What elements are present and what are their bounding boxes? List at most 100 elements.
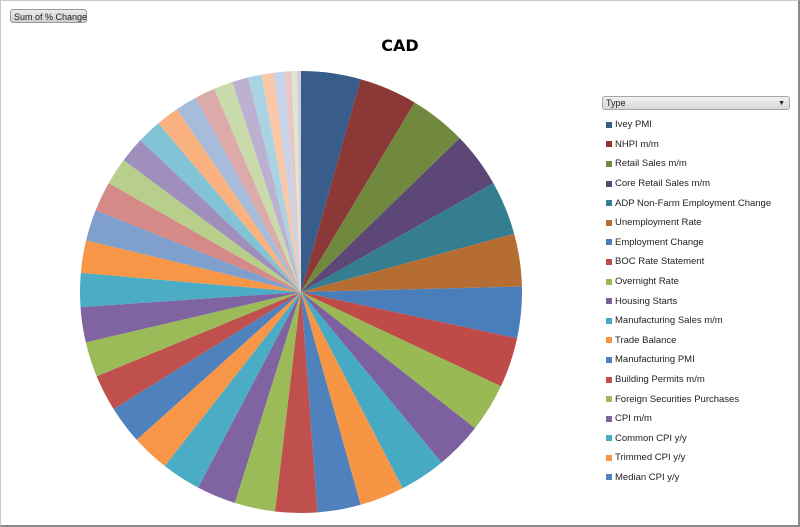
legend-item[interactable]: Unemployment Rate bbox=[606, 213, 771, 233]
legend-label: Overnight Rate bbox=[615, 276, 679, 288]
legend-swatch bbox=[606, 317, 612, 324]
pie-slice-boc-rate-statement[interactable] bbox=[301, 292, 518, 387]
pie-slice[interactable] bbox=[158, 109, 301, 292]
pie-slice[interactable] bbox=[232, 77, 301, 292]
pie-slice[interactable] bbox=[248, 74, 301, 292]
legend-item[interactable]: Manufacturing Sales m/m bbox=[606, 311, 771, 331]
pie-slice[interactable] bbox=[273, 71, 301, 292]
legend-swatch bbox=[606, 141, 612, 148]
legend-field-label: Type bbox=[606, 98, 626, 108]
legend-swatch bbox=[606, 298, 612, 305]
legend: Ivey PMI NHPI m/m Retail Sales m/m Core Ret… bbox=[606, 115, 771, 487]
legend-swatch bbox=[606, 356, 612, 363]
legend-label: Manufacturing PMI bbox=[615, 354, 695, 366]
value-field-button[interactable]: Sum of % Change bbox=[10, 9, 87, 23]
pie-slice-building-permits-m-m[interactable] bbox=[274, 292, 318, 513]
pie-slice[interactable] bbox=[85, 292, 301, 377]
pie-slice-ivey-pmi[interactable] bbox=[301, 71, 361, 292]
legend-swatch bbox=[606, 396, 612, 403]
pie-slice-foreign-securities-purchases[interactable] bbox=[234, 292, 301, 512]
legend-swatch bbox=[606, 219, 612, 226]
chart-title: CAD bbox=[381, 36, 419, 55]
legend-label: ADP Non-Farm Employment Change bbox=[615, 197, 772, 209]
legend-label: Housing Starts bbox=[615, 295, 678, 307]
legend-swatch bbox=[606, 180, 612, 187]
pie-slice-unemployment-rate[interactable] bbox=[301, 233, 522, 292]
legend-item[interactable]: Retail Sales m/m bbox=[606, 154, 771, 174]
pie-slice-cpi-m-m[interactable] bbox=[198, 292, 301, 503]
legend-swatch bbox=[606, 239, 612, 246]
legend-item[interactable]: ADP Non-Farm Employment Change bbox=[606, 193, 771, 213]
legend-item[interactable]: BOC Rate Statement bbox=[606, 252, 771, 272]
pie-slice[interactable] bbox=[80, 240, 301, 292]
legend-swatch bbox=[606, 337, 612, 344]
pie-slice-retail-sales-m-m[interactable] bbox=[301, 102, 460, 293]
legend-item[interactable]: Common CPI y/y bbox=[606, 429, 771, 449]
pie-slice[interactable] bbox=[214, 81, 301, 293]
legend-label: Foreign Securities Purchases bbox=[615, 393, 740, 405]
pie-slice[interactable] bbox=[291, 71, 301, 293]
pie-slice-common-cpi-y-y[interactable] bbox=[164, 292, 301, 488]
legend-item[interactable]: Housing Starts bbox=[606, 291, 771, 311]
legend-label: Common CPI y/y bbox=[615, 432, 687, 444]
pie-slice-median-cpi-y-y[interactable] bbox=[113, 292, 301, 440]
legend-item[interactable]: Manufacturing PMI bbox=[606, 350, 771, 370]
pie-slice[interactable] bbox=[96, 292, 302, 410]
legend-label: Ivey PMI bbox=[615, 119, 652, 131]
legend-item[interactable]: CPI m/m bbox=[606, 409, 771, 429]
pie-slice[interactable] bbox=[195, 88, 301, 292]
legend-swatch bbox=[606, 435, 612, 442]
pie-slice-nhpi-m-m[interactable] bbox=[301, 79, 415, 292]
legend-item[interactable]: NHPI m/m bbox=[606, 135, 771, 155]
legend-label: Building Permits m/m bbox=[615, 374, 705, 386]
legend-item[interactable]: Trade Balance bbox=[606, 331, 771, 351]
pie-slice-manufacturing-sales-m-m[interactable] bbox=[301, 292, 442, 489]
legend-swatch bbox=[606, 278, 612, 285]
legend-swatch bbox=[606, 200, 612, 207]
pie-slice-trade-balance[interactable] bbox=[301, 292, 403, 505]
legend-item[interactable]: Foreign Securities Purchases bbox=[606, 389, 771, 409]
pie-slice-trimmed-cpi-y-y[interactable] bbox=[136, 292, 301, 467]
legend-label: Employment Change bbox=[615, 236, 704, 248]
pie-slice-manufacturing-pmi[interactable] bbox=[301, 292, 361, 513]
pie-slice[interactable] bbox=[80, 272, 301, 308]
legend-swatch bbox=[606, 454, 612, 461]
chevron-down-icon: ▼ bbox=[778, 100, 785, 107]
legend-swatch bbox=[606, 121, 612, 128]
pie-slice[interactable] bbox=[108, 160, 301, 292]
legend-item[interactable]: Core Retail Sales m/m bbox=[606, 174, 771, 194]
legend-label: NHPI m/m bbox=[615, 138, 659, 150]
pie-slice-adp-non-farm-employment-change[interactable] bbox=[301, 183, 515, 292]
legend-item[interactable]: Overnight Rate bbox=[606, 272, 771, 292]
legend-field-dropdown[interactable]: Type ▼ bbox=[602, 96, 790, 110]
legend-label: Core Retail Sales m/m bbox=[615, 178, 711, 190]
legend-swatch bbox=[606, 258, 612, 265]
pie-slice-housing-starts[interactable] bbox=[301, 292, 476, 463]
legend-item[interactable]: Building Permits m/m bbox=[606, 370, 771, 390]
legend-item[interactable]: Ivey PMI bbox=[606, 115, 771, 135]
pie-slice[interactable] bbox=[123, 140, 301, 292]
legend-label: Unemployment Rate bbox=[615, 217, 702, 229]
legend-label: Manufacturing Sales m/m bbox=[615, 315, 723, 327]
pie-slice[interactable] bbox=[95, 183, 302, 292]
pie-slice[interactable] bbox=[261, 72, 301, 292]
legend-swatch bbox=[606, 376, 612, 383]
pie-slice[interactable] bbox=[176, 97, 301, 293]
pie-slice[interactable] bbox=[296, 71, 301, 292]
pie-slice[interactable] bbox=[284, 71, 301, 293]
pie-slice[interactable] bbox=[80, 292, 302, 343]
legend-swatch bbox=[606, 415, 612, 422]
legend-item[interactable]: Employment Change bbox=[606, 233, 771, 253]
pie-slice-overnight-rate[interactable] bbox=[301, 292, 501, 429]
legend-label: Trimmed CPI y/y bbox=[615, 452, 686, 464]
legend-label: Trade Balance bbox=[615, 334, 677, 346]
legend-label: Retail Sales m/m bbox=[615, 158, 687, 170]
pie-slice-core-retail-sales-m-m[interactable] bbox=[301, 138, 494, 292]
legend-item[interactable]: Median CPI y/y bbox=[606, 468, 771, 488]
pie-slice[interactable] bbox=[140, 123, 301, 292]
legend-item[interactable]: Trimmed CPI y/y bbox=[606, 448, 771, 468]
pie-slice[interactable] bbox=[86, 210, 301, 292]
legend-label: BOC Rate Statement bbox=[615, 256, 705, 268]
pie-slice-employment-change[interactable] bbox=[301, 286, 522, 339]
